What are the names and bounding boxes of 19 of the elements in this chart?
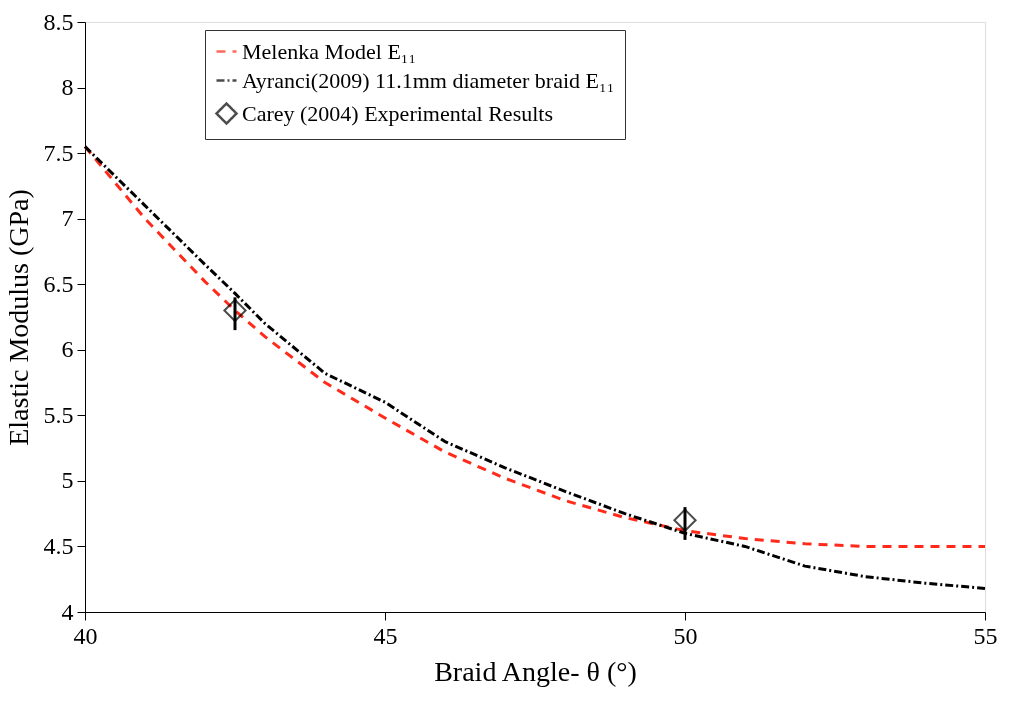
- x-tick-label: 55: [973, 622, 998, 649]
- x-tick-label: 45: [373, 622, 398, 649]
- y-tick-label: 6: [61, 336, 74, 363]
- y-tick-label: 5: [61, 467, 74, 494]
- y-tick-label: 7: [61, 205, 74, 232]
- y-tick-label: 4: [61, 598, 74, 625]
- y-tick-label: 6.5: [43, 270, 74, 297]
- x-tick-label: 40: [73, 622, 98, 649]
- legend-label: Carey (2004) Experimental Results: [242, 100, 553, 126]
- legend-label: Melenka Model E₁₁: [242, 38, 417, 64]
- x-tick-label: 50: [673, 622, 698, 649]
- y-tick-label: 8.5: [43, 8, 74, 35]
- y-tick-label: 4.5: [43, 532, 74, 559]
- y-tick-label: 7.5: [43, 139, 74, 166]
- y-axis-title: Elastic Modulus (GPa): [2, 189, 34, 446]
- y-tick-label: 5.5: [43, 401, 74, 428]
- legend-label: Ayranci(2009) 11.1mm diameter braid E₁₁: [242, 67, 615, 93]
- y-tick-label: 8: [61, 74, 74, 101]
- x-axis-title: Braid Angle- θ (°): [434, 655, 637, 687]
